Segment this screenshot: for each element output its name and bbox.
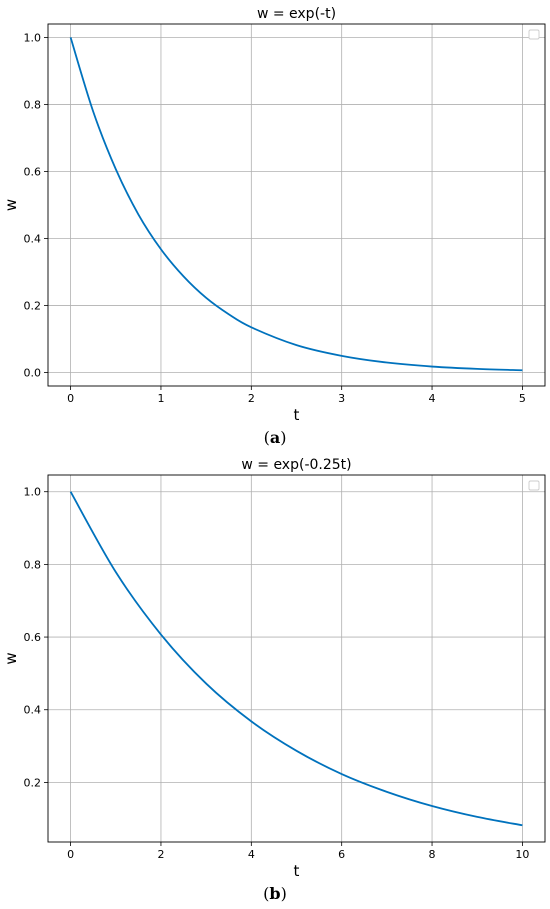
y-axis-label: w [2,199,20,211]
chart-a: w = exp(-t) 0 1 2 3 4 5 0.0 0.2 0.4 0.6 0.8 1.0 t w [2,6,546,424]
x-tick-label: 4 [248,848,255,861]
y-tick-label: 0.4 [24,704,42,717]
y-tick-label: 0.2 [24,300,42,313]
x-tick-label: 3 [338,392,345,405]
y-tick-label: 0.2 [24,776,42,789]
y-axis-label: w [2,652,20,664]
panel-label-a: (a) [263,428,287,447]
y-tick-label: 0.8 [24,558,42,571]
x-axis-label: t [294,406,300,424]
panel-label-b-text: b [269,884,281,903]
x-tick-label: 2 [157,848,164,861]
panel-label-a-text: a [269,428,281,447]
plot-frame [47,474,546,843]
legend-box [528,480,540,491]
x-tick-label: 10 [515,848,529,861]
chart-title: w = exp(-0.25t) [241,457,351,473]
y-tick-label: 1.0 [24,31,42,44]
series-line [69,37,523,372]
series-line [69,491,523,827]
x-tick-label: 8 [429,848,436,861]
chart-title: w = exp(-t) [257,6,336,22]
y-tick-label: 0.0 [24,367,42,380]
y-tick-label: 1.0 [24,486,42,499]
x-tick-label: 1 [157,392,164,405]
x-axis-label: t [294,862,300,880]
x-tick-label: 5 [519,392,526,405]
y-tick-label: 0.6 [24,631,42,644]
y-tick-label: 0.8 [24,98,42,111]
y-tick-label: 0.4 [24,233,42,246]
x-tick-label: 2 [248,392,255,405]
x-tick-label: 6 [338,848,345,861]
chart-b: w = exp(-0.25t) 0 2 4 6 8 10 0.2 0.4 0.6 0.8 1.0 t w [2,457,546,880]
x-tick-label: 0 [67,392,74,405]
y-tick-label: 0.6 [24,165,42,178]
x-tick-label: 4 [429,392,436,405]
plot-frame [47,23,546,387]
legend-box [528,29,540,40]
x-tick-label: 0 [67,848,74,861]
panel-label-b: (b) [263,884,287,903]
